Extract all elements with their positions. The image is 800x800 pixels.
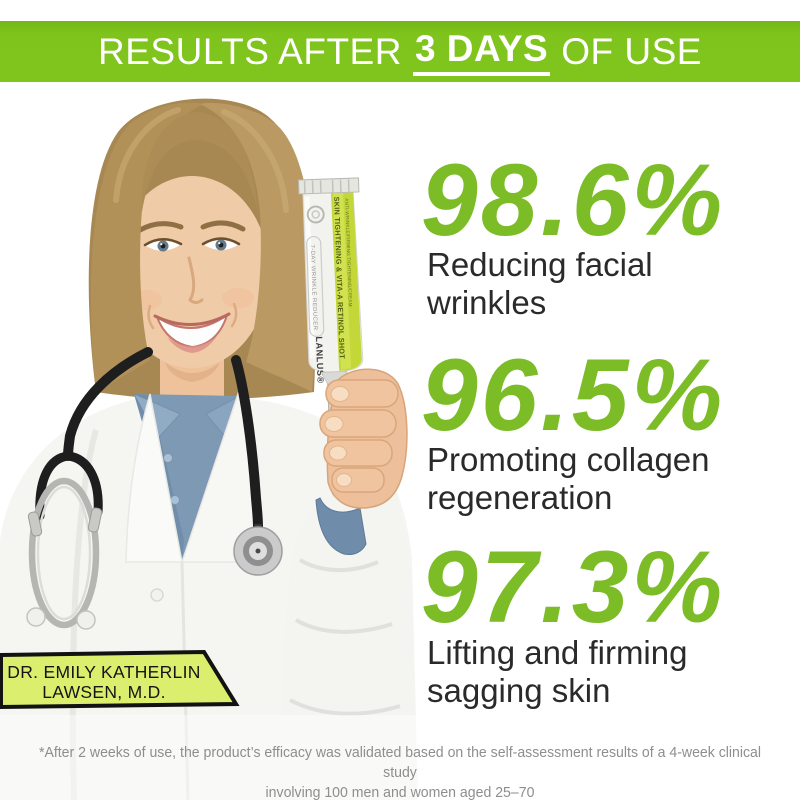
stat-label-wrinkles: Reducing facial wrinkles [427, 246, 653, 322]
doctor-name-tag: DR. EMILY KATHERLIN LAWSEN, M.D. [0, 649, 240, 710]
banner-text-suffix: OF USE [561, 30, 702, 72]
disclaimer-line2: involving 100 men and women aged 25–70 [265, 784, 535, 800]
stat-label-collagen: Promoting collagen regeneration [427, 441, 710, 517]
stethoscope [26, 347, 283, 630]
disclaimer-line1: *After 2 weeks of use, the product’s eff… [38, 744, 762, 781]
results-banner: RESULTS AFTER 3 DAYS OF USE [0, 21, 800, 82]
doctor-hair-front [90, 102, 316, 393]
tube-stripe-subtitle: ANTI-WRINKLE/FIRMING TIGHTENING/CREAM [344, 198, 353, 306]
bottom-fade [0, 715, 800, 800]
stat-label-line: wrinkles [427, 284, 547, 321]
doctor-eyes [137, 220, 246, 252]
disclaimer-text: *After 2 weeks of use, the product’s eff… [24, 743, 776, 800]
banner-text-prefix: RESULTS AFTER [98, 30, 402, 72]
doctor-name-line1: DR. EMILY KATHERLIN [7, 662, 200, 682]
stat-label-lifting: Lifting and firming sagging skin [427, 634, 687, 710]
stat-value-wrinkles: 98.6% [421, 143, 726, 257]
doctor-name-line2: LAWSEN, M.D. [42, 682, 166, 702]
doctor-nose [187, 256, 204, 304]
stethoscope-ear-loop [26, 477, 103, 630]
tube-side-note: 7-DAY WRINKLE REDUCER [309, 245, 318, 331]
stat-label-line: Promoting collagen [427, 441, 710, 478]
banner-highlight-3-days: 3 DAYS [412, 28, 551, 76]
raised-arm-sleeve [281, 490, 418, 800]
tube-logo-mark [306, 205, 325, 224]
doctor-smile [147, 302, 238, 353]
shirt-cuff [315, 497, 367, 555]
holding-hand [319, 368, 408, 509]
stat-label-line: Lifting and firming [427, 634, 688, 671]
stat-label-line: regeneration [427, 479, 613, 516]
stat-value-collagen: 96.5% [421, 338, 726, 452]
tube-crimp [297, 177, 360, 195]
stethoscope-chest-piece [233, 524, 283, 576]
stat-label-line: Reducing facial [427, 246, 653, 283]
stat-label-line: sagging skin [427, 672, 611, 709]
tube-brand: LANLUS® [314, 336, 326, 384]
stat-value-lifting: 97.3% [421, 530, 726, 644]
